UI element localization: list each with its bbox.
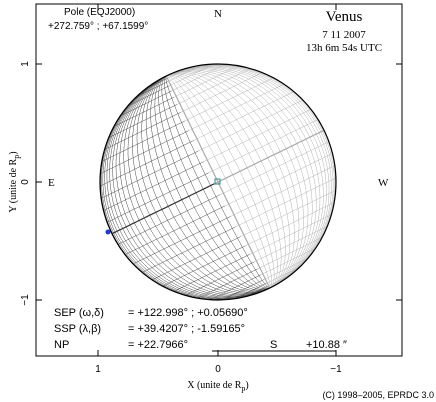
grid-line [150, 75, 270, 291]
grid-line [253, 225, 328, 263]
grid-line [119, 75, 270, 296]
grid-line [106, 172, 209, 223]
grid-line [113, 97, 175, 127]
grid-line [197, 268, 258, 299]
grid-line [198, 99, 304, 152]
grid-line [203, 109, 312, 162]
sep-label: SEP (ω,δ) [54, 307, 104, 319]
x-axis-label: X (unite de Rp) [187, 380, 249, 393]
grid-line [101, 150, 199, 199]
scale-label: S [270, 339, 277, 351]
grid-line [166, 68, 317, 289]
grid-line [100, 130, 190, 174]
grid-line [173, 254, 250, 292]
grid-line [185, 261, 255, 296]
pole-label: Pole (EQJ2000) [64, 7, 135, 18]
sep-value: = +122.998° ; +0.05690° [128, 307, 248, 319]
y-tick-label: 1 [20, 61, 31, 67]
grid-line [111, 183, 215, 235]
ssp-value: = +39.4207° ; -1.59165° [128, 323, 245, 335]
marker-dot [105, 229, 111, 235]
grid-line [235, 177, 337, 228]
grid-line [169, 63, 214, 87]
grid-line [142, 226, 236, 273]
y-axis-label: Y (unite de Rp) [8, 151, 21, 212]
grid-line [184, 77, 274, 122]
grid-line [166, 72, 295, 289]
grid-line [108, 104, 178, 139]
globe [99, 63, 337, 301]
grid-line [214, 129, 325, 185]
center-marker [214, 178, 221, 185]
frame [35, 3, 403, 357]
label-close: ) [245, 380, 248, 391]
grid-line [166, 68, 313, 289]
grid-line [188, 83, 285, 131]
grid-line [123, 75, 270, 296]
grid-line [141, 75, 270, 292]
label-text: X (unite de R [187, 380, 241, 391]
north-label: N [214, 8, 222, 20]
grid-line [209, 274, 262, 300]
grid-line [166, 73, 286, 289]
grid-line [245, 202, 335, 247]
grid-line [180, 72, 263, 113]
grid-line [103, 161, 204, 211]
grid-line [249, 214, 332, 255]
grid-line [166, 74, 282, 289]
planet-name: Venus [326, 9, 363, 25]
grid-line [208, 119, 319, 173]
west-label: W [378, 177, 389, 189]
grid-line [124, 205, 226, 255]
label-sub: p [12, 155, 21, 159]
grid-line [177, 68, 251, 105]
grid-line [193, 91, 294, 141]
grid-line [171, 64, 227, 92]
time: 13h 6m 54s UTC [306, 42, 382, 54]
grid-line [240, 190, 336, 237]
grid-line [104, 112, 181, 150]
pole-values: +272.759° ; +67.1599° [48, 21, 148, 32]
grid-line [162, 245, 246, 287]
grid-line [230, 165, 335, 217]
grid-line [99, 140, 194, 187]
grid-line [127, 75, 270, 295]
grid-line [132, 216, 231, 265]
ssp-label: SSP (λ,β) [54, 323, 101, 335]
x-tick-label: 1 [95, 364, 101, 375]
np-label: NP [54, 339, 69, 351]
grid-line [173, 65, 239, 98]
east-label: E [48, 177, 55, 189]
scale-value: +10.88 ″ [306, 339, 347, 351]
grid-line [260, 247, 316, 275]
label-close: ) [8, 151, 19, 154]
copyright: (C) 1998–2005, EPRDC 3.0 [322, 390, 434, 400]
grid-line [120, 90, 172, 117]
label-text: Y (unite de R [8, 158, 19, 212]
label-sub: p [241, 384, 245, 393]
y-tick-label: −1 [20, 294, 31, 306]
disk-limb [99, 63, 337, 301]
grid-line [257, 237, 323, 270]
x-tick-label: −1 [330, 364, 342, 375]
grid-line [117, 194, 220, 245]
grid-line [166, 69, 309, 289]
grid-line [219, 141, 330, 196]
y-tick-label: 0 [20, 179, 31, 185]
grid-line [222, 279, 264, 301]
grid-line [151, 236, 241, 281]
date: 7 11 2007 [322, 29, 366, 41]
grid-line [166, 65, 330, 289]
grid-line [263, 257, 309, 280]
x-tick-label: 0 [215, 364, 221, 375]
frame-ticks [36, 4, 402, 356]
grid-line [106, 75, 270, 299]
grid-line [127, 85, 170, 107]
grid-line [101, 120, 185, 162]
grid-line [225, 153, 333, 207]
grid-line [154, 75, 270, 290]
np-value: = +22.7966° [128, 339, 188, 351]
